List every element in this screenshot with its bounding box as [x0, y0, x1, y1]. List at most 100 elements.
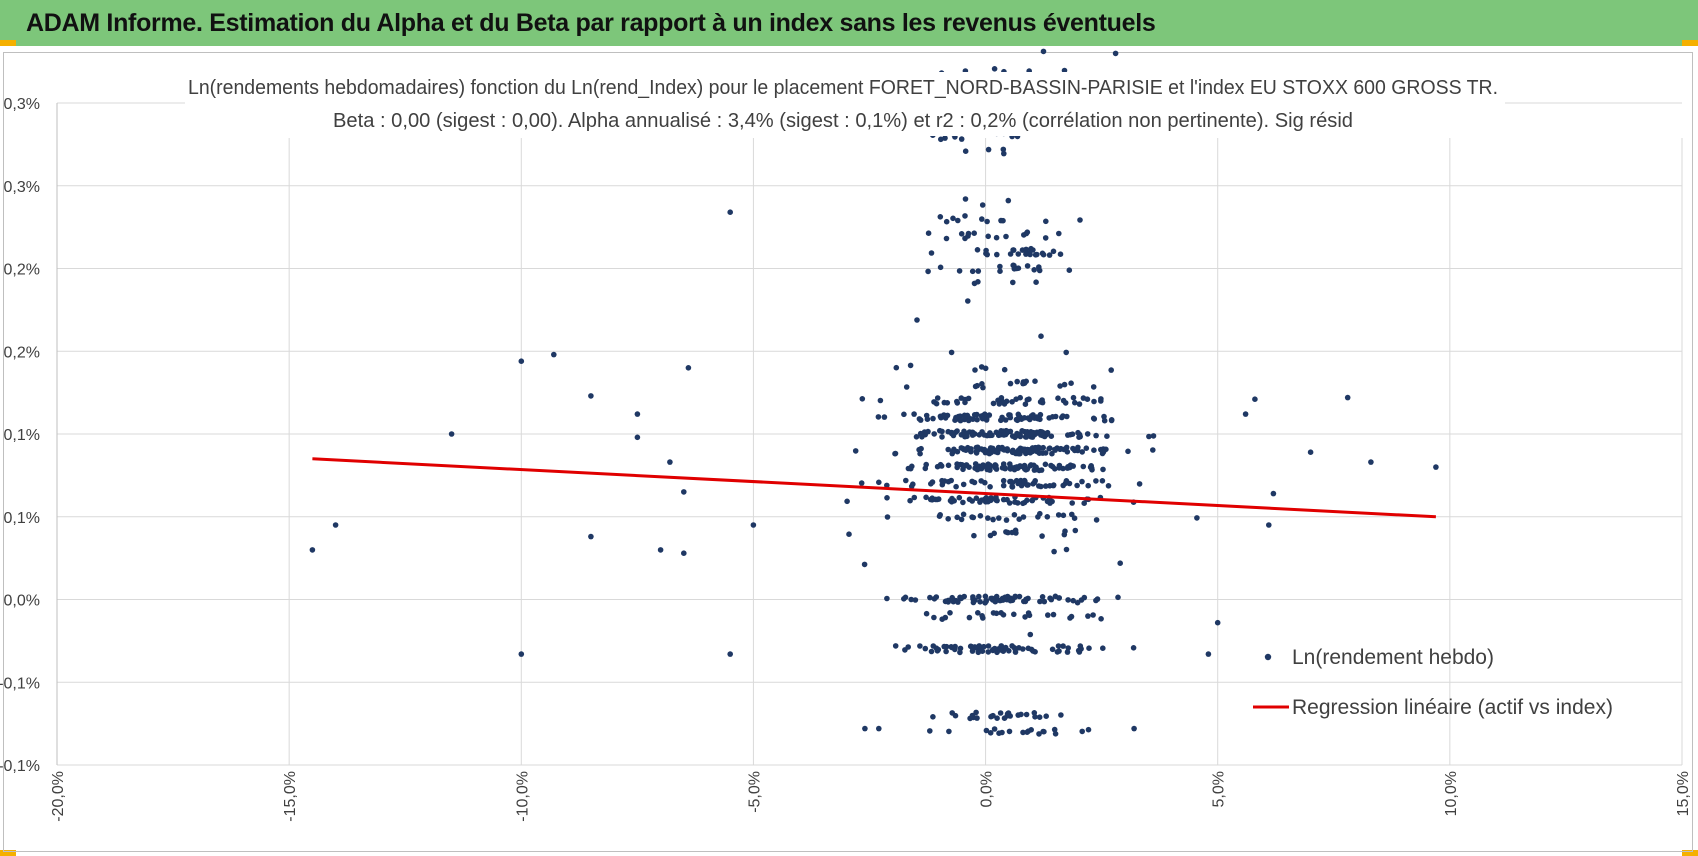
scatter-point — [911, 494, 918, 501]
scatter-point — [957, 649, 963, 656]
scatter-point — [972, 367, 978, 373]
scatter-point — [1043, 713, 1049, 719]
scatter-point — [901, 411, 907, 418]
scatter-point — [1000, 496, 1007, 503]
x-tick-label: 10,0% — [1443, 771, 1460, 816]
scatter-point — [1130, 645, 1137, 651]
scatter-point — [992, 495, 999, 502]
scatter-point — [1098, 616, 1104, 622]
scatter-point — [884, 514, 891, 520]
scatter-point — [983, 495, 989, 501]
scatter-point — [1010, 447, 1016, 454]
scatter-point — [950, 448, 956, 455]
scatter-point — [1063, 349, 1069, 356]
scatter-point — [974, 411, 980, 418]
scatter-point — [912, 597, 919, 603]
scatter-point — [1080, 463, 1087, 470]
scatter-point — [1042, 235, 1049, 241]
scatter-point — [1052, 447, 1058, 453]
regression-line — [312, 457, 1436, 519]
scatter-point — [1042, 483, 1049, 489]
scatter-point — [1023, 596, 1029, 603]
scatter-point — [987, 484, 993, 490]
scatter-point — [955, 599, 961, 605]
scatter-point — [884, 495, 890, 501]
scatter-point — [1117, 560, 1123, 566]
scatter-point — [1010, 279, 1016, 286]
scatter-point — [1000, 477, 1007, 484]
scatter-point — [991, 530, 997, 537]
scatter-point — [1077, 217, 1083, 223]
scatter-point — [966, 464, 972, 471]
scatter-point — [941, 399, 948, 406]
y-tick-label: 0,2% — [4, 262, 40, 279]
scatter-point — [1061, 67, 1068, 74]
scatter-point — [960, 499, 966, 506]
scatter-point — [934, 463, 941, 470]
scatter-point — [932, 496, 939, 503]
scatter-point — [930, 643, 937, 649]
scatter-point — [1012, 646, 1018, 652]
scatter-point — [1050, 482, 1057, 488]
scatter-point — [1000, 217, 1006, 224]
scatter-point — [1003, 233, 1009, 240]
corner-accent-bottom-left — [0, 850, 16, 856]
scatter-point — [518, 651, 525, 657]
scatter-point — [1084, 431, 1091, 437]
scatter-point — [977, 513, 984, 519]
scatter-point — [1016, 516, 1022, 522]
scatter-point — [1078, 597, 1085, 603]
scatter-point — [937, 214, 944, 220]
scatter-point — [1100, 449, 1107, 455]
scatter-point — [965, 395, 972, 402]
scatter-point — [1039, 250, 1046, 257]
scatter-point — [903, 477, 909, 484]
scatter-point — [1016, 450, 1022, 457]
scatter-point — [1022, 401, 1029, 408]
scatter-point — [919, 434, 925, 440]
scatter-point — [1036, 731, 1042, 737]
scatter-point — [1069, 511, 1075, 518]
scatter-point — [1055, 643, 1062, 649]
scatter-point — [1266, 522, 1272, 528]
scatter-point — [884, 595, 890, 602]
scatter-point — [1052, 731, 1059, 737]
scatter-point — [1028, 462, 1034, 468]
scatter-point — [974, 382, 980, 389]
scatter-point — [1024, 482, 1030, 488]
scatter-point — [1014, 500, 1021, 506]
scatter-point — [965, 298, 971, 304]
scatter-point — [973, 495, 980, 502]
scatter-point — [1024, 263, 1031, 269]
scatter-point — [997, 263, 1003, 270]
scatter-point — [939, 428, 945, 435]
scatter-point — [975, 268, 982, 274]
x-tick-label: -20,0% — [50, 771, 67, 822]
scatter-point — [1043, 218, 1049, 225]
scatter-point — [1040, 48, 1047, 55]
scatter-point — [954, 400, 961, 406]
scatter-point — [1055, 395, 1061, 402]
scatter-point — [928, 648, 935, 655]
scatter-point — [332, 522, 339, 528]
scatter-point — [978, 364, 985, 370]
scatter-point — [1024, 431, 1030, 438]
scatter-point — [1067, 431, 1074, 438]
scatter-point — [681, 550, 687, 556]
scatter-point — [941, 478, 948, 484]
scatter-point — [1079, 728, 1085, 735]
scatter-point — [989, 595, 996, 602]
scatter-point — [945, 462, 952, 469]
y-tick-label: -0,1% — [0, 675, 40, 692]
scatter-point — [1098, 396, 1104, 402]
scatter-point — [1002, 465, 1008, 472]
scatter-point — [1061, 446, 1067, 453]
scatter-point — [1030, 247, 1036, 253]
scatter-point — [958, 595, 964, 602]
scatter-point — [1023, 251, 1029, 257]
scatter-point — [1252, 396, 1258, 403]
scatter-point — [969, 712, 976, 719]
scatter-point — [588, 393, 594, 399]
scatter-point — [727, 209, 733, 215]
scatter-point — [974, 715, 980, 721]
